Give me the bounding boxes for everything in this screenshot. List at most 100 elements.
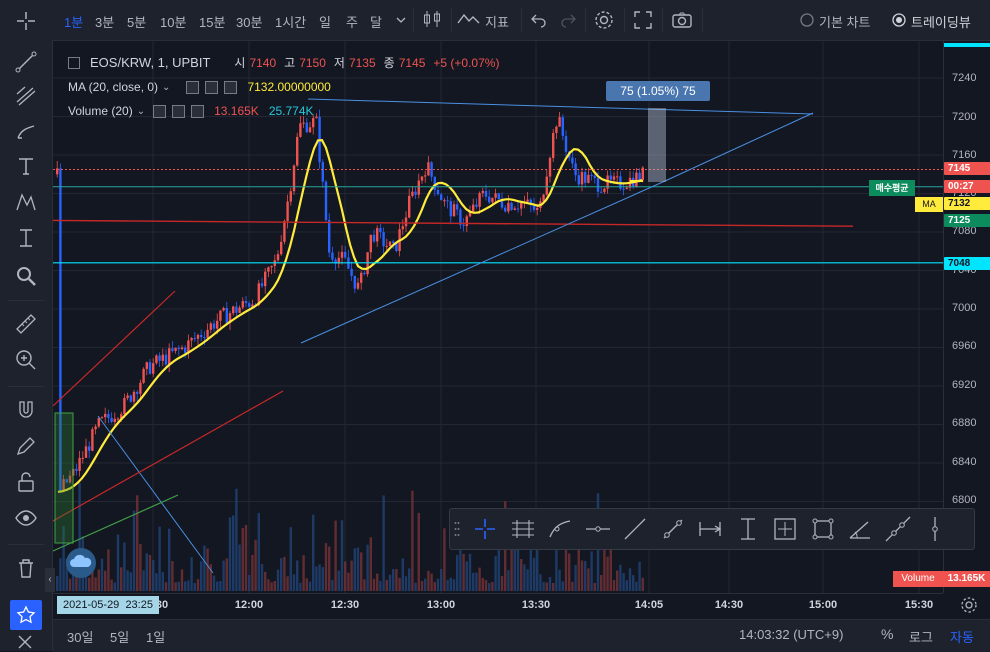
price-chart[interactable] — [53, 41, 943, 593]
volume-bar — [382, 495, 385, 591]
candle-body — [353, 275, 356, 289]
text-icon[interactable] — [14, 154, 38, 178]
candle-body — [452, 204, 456, 217]
close-icon[interactable] — [16, 634, 34, 650]
crosshair-icon[interactable] — [14, 9, 38, 33]
interval-5m[interactable]: 5분 — [127, 15, 147, 30]
gear-icon[interactable] — [172, 104, 186, 118]
collapse-legend-icon[interactable] — [68, 56, 80, 69]
auto-toggle[interactable]: 자동 — [950, 630, 974, 645]
interval-15m[interactable]: 15분 — [199, 15, 226, 30]
price-axis[interactable]: 7240 7200 7160 7120 7080 7040 7000 6960 … — [943, 41, 990, 593]
gear-icon[interactable] — [205, 80, 219, 94]
radio-tradingview-icon[interactable] — [892, 13, 906, 27]
candle-body — [401, 226, 404, 230]
chart-pane[interactable] — [53, 41, 943, 593]
horizontal-ray-icon[interactable] — [583, 514, 613, 544]
rectangle-icon[interactable] — [808, 514, 838, 544]
interval-1h[interactable]: 1시간 — [275, 15, 307, 30]
ray-icon[interactable] — [658, 514, 688, 544]
chevron-down-icon[interactable]: ⌄ — [136, 105, 146, 117]
close-icon[interactable] — [191, 104, 205, 118]
fullscreen-icon[interactable] — [633, 10, 653, 30]
chart-mode-basic[interactable]: 기본 차트 — [819, 15, 871, 30]
trend-line-icon[interactable] — [14, 50, 38, 74]
ruler-icon[interactable] — [14, 312, 38, 336]
date-price-range-icon[interactable] — [770, 514, 800, 544]
magnify-icon[interactable] — [14, 264, 38, 288]
brush-icon[interactable] — [14, 120, 38, 144]
collapse-left-handle[interactable]: ‹ — [45, 568, 55, 592]
log-toggle[interactable]: 로그 — [909, 630, 933, 645]
candle-body — [302, 122, 305, 124]
range-1d[interactable]: 1일 — [146, 630, 166, 645]
eye-icon[interactable] — [14, 506, 38, 530]
pattern-icon[interactable] — [14, 190, 38, 214]
crosshair-icon[interactable] — [470, 514, 500, 544]
redo-icon[interactable] — [559, 11, 577, 29]
range-5d[interactable]: 5일 — [110, 630, 130, 645]
magnet-icon[interactable] — [14, 398, 38, 422]
chevron-down-icon[interactable] — [396, 15, 406, 25]
lock-pencil-icon[interactable] — [14, 434, 38, 458]
volume-bar — [164, 582, 168, 591]
drag-handle-icon[interactable] — [454, 521, 460, 537]
close-icon[interactable] — [224, 80, 238, 94]
interval-1m[interactable]: 1분 — [64, 15, 84, 30]
indicators-icon[interactable] — [457, 10, 481, 28]
price-tick: 6880 — [952, 417, 977, 429]
projection-line — [97, 415, 214, 574]
time-axis[interactable]: 30 12:00 12:30 13:00 13:30 14:05 14:30 1… — [53, 593, 943, 619]
volume-legend-label[interactable]: Volume (20) — [68, 104, 133, 118]
ma-legend-label[interactable]: MA (20, close, 0) — [68, 80, 159, 94]
curve-icon[interactable] — [545, 514, 575, 544]
gear-icon[interactable] — [593, 9, 615, 31]
position-icon[interactable] — [508, 514, 538, 544]
volume-bar — [152, 559, 155, 591]
favorites-button[interactable] — [10, 600, 42, 630]
measure-label[interactable]: 75 (1.05%) 75 — [606, 81, 710, 101]
volume-bar — [510, 517, 513, 591]
interval-month[interactable]: 달 — [370, 15, 382, 30]
fib-icon[interactable] — [14, 84, 38, 108]
trend-line-icon[interactable] — [620, 514, 650, 544]
candles-icon[interactable] — [421, 8, 443, 30]
volume-bar — [526, 569, 529, 591]
projection-icon[interactable] — [14, 226, 38, 250]
radio-basic-icon[interactable] — [800, 13, 814, 27]
volume-bar — [635, 581, 638, 591]
camera-icon[interactable] — [671, 10, 693, 30]
interval-week[interactable]: 주 — [346, 15, 358, 30]
eye-toggle-icon[interactable] — [153, 104, 167, 118]
extended-line-icon[interactable] — [883, 514, 913, 544]
time-tick: 15:00 — [808, 599, 838, 611]
volume-bar — [337, 570, 340, 591]
vertical-line-icon[interactable] — [920, 514, 950, 544]
candle-body — [148, 362, 152, 374]
trash-icon[interactable] — [14, 556, 38, 580]
date-range-icon[interactable] — [695, 514, 725, 544]
volume-bar — [424, 578, 427, 591]
candle-body — [411, 191, 414, 196]
indicators-button[interactable]: 지표 — [485, 15, 509, 30]
zoom-in-icon[interactable] — [14, 348, 38, 372]
interval-day[interactable]: 일 — [319, 15, 331, 30]
interval-10m[interactable]: 10분 — [160, 15, 187, 30]
volume-bar — [603, 532, 606, 591]
settings-gear-icon[interactable] — [960, 596, 978, 614]
chevron-down-icon[interactable]: ⌄ — [162, 81, 171, 93]
clock[interactable]: 14:03:32 (UTC+9) — [739, 627, 844, 642]
interval-30m[interactable]: 30분 — [236, 15, 263, 30]
volume-bar — [465, 561, 468, 591]
eye-toggle-icon[interactable] — [186, 80, 200, 94]
range-30d[interactable]: 30일 — [67, 630, 94, 645]
symbol-title[interactable]: EOS/KRW, 1, UPBIT — [90, 55, 211, 70]
percent-toggle[interactable]: % — [881, 626, 894, 642]
price-range-icon[interactable] — [733, 514, 763, 544]
interval-3m[interactable]: 3분 — [95, 15, 115, 30]
angle-icon[interactable] — [845, 514, 875, 544]
chart-mode-tradingview[interactable]: 트레이딩뷰 — [911, 15, 971, 30]
candle-body — [481, 190, 484, 194]
undo-icon[interactable] — [530, 11, 548, 29]
lock-icon[interactable] — [14, 470, 38, 494]
